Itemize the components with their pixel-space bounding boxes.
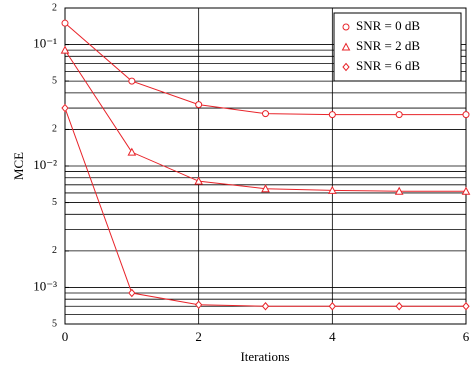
x-tick-label: 2	[195, 329, 202, 344]
marker	[61, 19, 69, 27]
marker	[127, 147, 137, 156]
marker	[342, 62, 350, 72]
series-line	[64, 107, 466, 307]
plot-frame	[64, 7, 467, 325]
y-tick-label: 10⁻¹	[33, 36, 57, 51]
y-tick-label: 10⁻²	[33, 157, 57, 172]
marker	[261, 301, 270, 311]
marker	[194, 176, 204, 185]
y-tick-label: 2	[52, 124, 57, 135]
marker	[395, 301, 403, 311]
y-tick-label: 5	[52, 75, 57, 86]
y-axis-label: MCE	[11, 152, 26, 180]
y-tick-label: 10⁻³	[33, 278, 57, 293]
y-tick-label: 5	[52, 318, 57, 329]
marker	[195, 300, 203, 310]
marker	[328, 111, 336, 119]
marker	[261, 184, 270, 193]
marker	[262, 110, 269, 118]
x-tick-label: 6	[463, 329, 470, 344]
legend-label: SNR = 2 dB	[356, 38, 420, 53]
marker	[328, 301, 336, 311]
marker	[60, 45, 70, 54]
legend-label: SNR = 6 dB	[356, 58, 420, 73]
marker	[195, 101, 203, 109]
x-tick-label: 4	[329, 329, 336, 344]
marker	[462, 111, 470, 119]
x-axis-label: Iterations	[240, 349, 289, 364]
marker	[341, 42, 351, 51]
marker	[462, 301, 470, 311]
marker	[128, 77, 136, 85]
marker	[61, 103, 69, 113]
y-tick-label: 5	[52, 197, 57, 208]
marker	[342, 23, 350, 31]
marker	[128, 288, 136, 298]
y-tick-label: 2	[52, 2, 57, 13]
legend-box	[333, 12, 462, 82]
x-tick-label: 0	[62, 329, 69, 344]
marker	[395, 111, 403, 119]
marker	[394, 186, 404, 195]
legend-label: SNR = 0 dB	[356, 18, 420, 33]
y-tick-label: 2	[52, 245, 57, 256]
marker	[461, 186, 471, 195]
marker	[327, 185, 337, 194]
